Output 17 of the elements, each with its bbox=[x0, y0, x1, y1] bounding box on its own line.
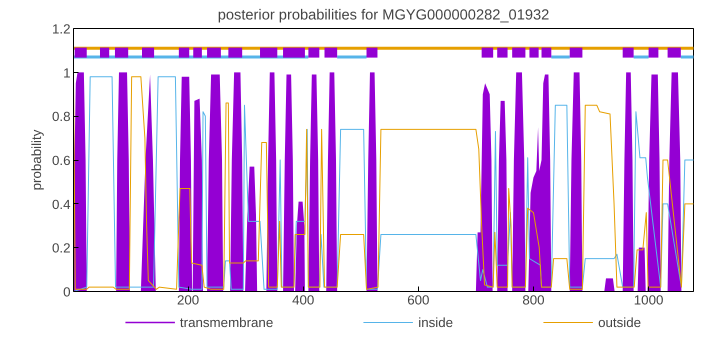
chart-title: posterior probabilities for MGYG000000282_01932 bbox=[218, 8, 550, 24]
legend-label: transmembrane bbox=[180, 314, 274, 330]
y-tick-label: 0.6 bbox=[52, 153, 71, 168]
legend-label: outside bbox=[598, 314, 642, 330]
y-tick-label: 0.2 bbox=[52, 240, 71, 256]
y-tick-label: 0.8 bbox=[52, 109, 71, 124]
y-tick-label: 1.2 bbox=[52, 22, 71, 36]
y-axis-title: probability bbox=[28, 129, 44, 190]
legend-label: inside bbox=[418, 314, 454, 330]
x-tick-label: 1000 bbox=[634, 292, 664, 308]
y-tick-label: 1 bbox=[63, 65, 71, 80]
x-tick-label: 800 bbox=[522, 292, 545, 308]
x-tick-label: 600 bbox=[407, 292, 430, 308]
x-tick-label: 200 bbox=[176, 292, 200, 308]
y-tick-label: 0.4 bbox=[52, 196, 72, 212]
x-tick-label: 400 bbox=[292, 292, 314, 308]
y-tick-label: 0 bbox=[63, 284, 71, 300]
